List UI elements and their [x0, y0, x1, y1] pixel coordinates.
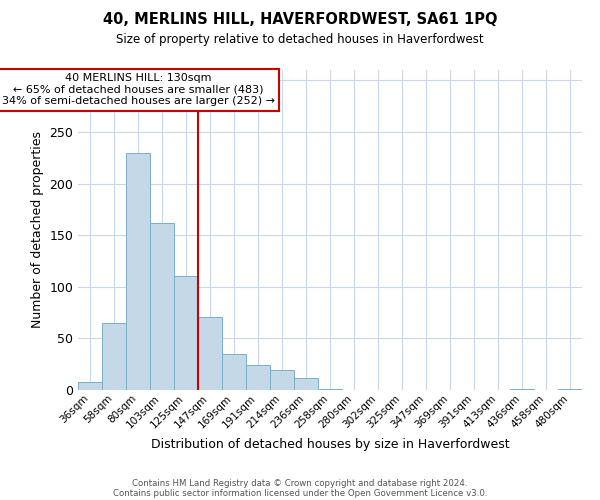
Bar — [558, 389, 582, 390]
Bar — [510, 389, 534, 390]
Y-axis label: Number of detached properties: Number of detached properties — [31, 132, 44, 328]
Bar — [126, 152, 150, 390]
Bar — [318, 389, 342, 390]
Bar — [246, 365, 270, 390]
X-axis label: Distribution of detached houses by size in Haverfordwest: Distribution of detached houses by size … — [151, 438, 509, 451]
Bar — [198, 316, 222, 390]
Text: 40 MERLINS HILL: 130sqm
← 65% of detached houses are smaller (483)
34% of semi-d: 40 MERLINS HILL: 130sqm ← 65% of detache… — [1, 73, 275, 106]
Bar — [102, 323, 126, 390]
Text: Size of property relative to detached houses in Haverfordwest: Size of property relative to detached ho… — [116, 32, 484, 46]
Bar — [294, 378, 318, 390]
Text: 40, MERLINS HILL, HAVERFORDWEST, SA61 1PQ: 40, MERLINS HILL, HAVERFORDWEST, SA61 1P… — [103, 12, 497, 28]
Bar — [174, 276, 198, 390]
Bar — [150, 223, 174, 390]
Text: Contains public sector information licensed under the Open Government Licence v3: Contains public sector information licen… — [113, 488, 487, 498]
Text: Contains HM Land Registry data © Crown copyright and database right 2024.: Contains HM Land Registry data © Crown c… — [132, 478, 468, 488]
Bar — [78, 382, 102, 390]
Bar — [270, 370, 294, 390]
Bar — [222, 354, 246, 390]
